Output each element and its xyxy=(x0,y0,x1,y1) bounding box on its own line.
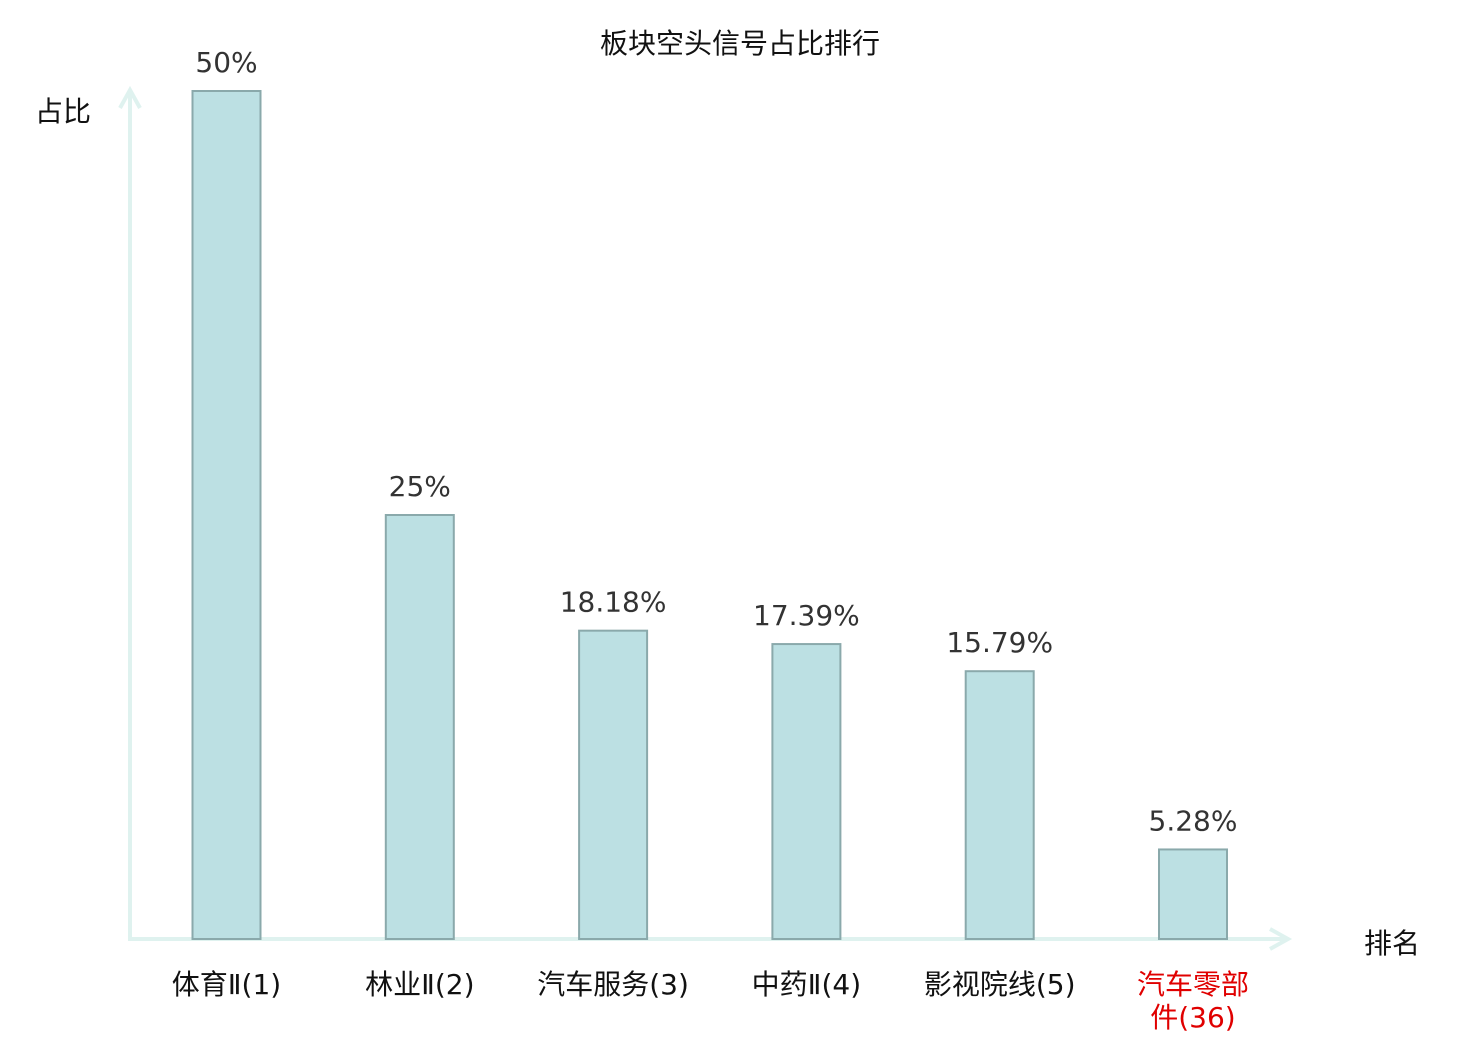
bar xyxy=(1158,848,1228,940)
x-tick-label: 林业Ⅱ(2) xyxy=(365,968,474,1001)
axes xyxy=(118,85,1293,951)
data-label: 50% xyxy=(195,46,257,79)
x-tick-label: 中药Ⅱ(4) xyxy=(752,968,861,1001)
x-tick-label: 汽车零部件(36) xyxy=(1137,968,1249,1034)
chart-title: 板块空头信号占比排行 xyxy=(600,27,880,60)
bar xyxy=(771,643,842,940)
y-axis-label: 占比 xyxy=(35,95,91,128)
bar xyxy=(191,90,262,940)
x-tick-label: 影视院线(5) xyxy=(924,968,1076,1001)
bar xyxy=(964,670,1035,940)
data-label: 25% xyxy=(389,470,451,503)
x-tick-label: 体育Ⅱ(1) xyxy=(172,968,281,1001)
x-axis-label: 排名 xyxy=(1364,927,1420,960)
y-axis-arrow-icon xyxy=(118,85,142,109)
x-tick-label: 汽车服务(3) xyxy=(537,968,689,1001)
bar xyxy=(578,629,649,940)
bar xyxy=(384,514,455,940)
data-label: 17.39% xyxy=(753,599,860,632)
data-label: 5.28% xyxy=(1149,804,1238,837)
data-label: 15.79% xyxy=(946,626,1053,659)
data-label: 18.18% xyxy=(560,586,667,619)
x-axis-arrow-icon xyxy=(1269,927,1293,951)
